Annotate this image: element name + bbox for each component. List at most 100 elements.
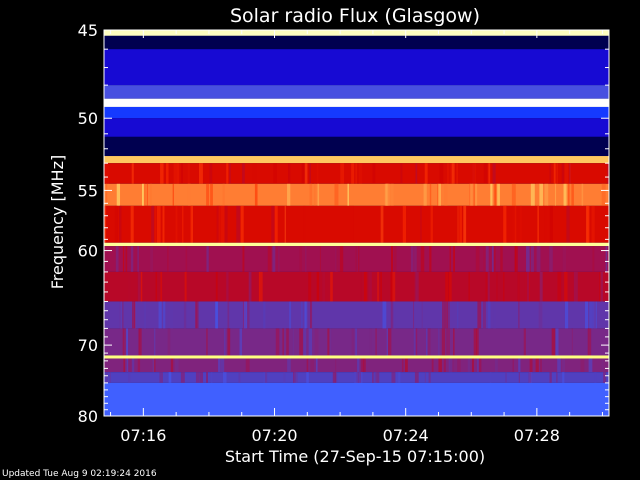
band-texture <box>437 183 440 206</box>
band-texture <box>607 163 609 184</box>
band-texture <box>556 372 558 383</box>
band-texture <box>426 328 428 356</box>
band-texture <box>581 183 584 206</box>
band-texture <box>390 301 394 329</box>
band-texture <box>549 246 553 272</box>
y-tick-label: 60 <box>78 242 98 261</box>
band-texture <box>424 372 426 383</box>
band-texture <box>391 246 393 272</box>
band-texture <box>185 246 188 272</box>
band-texture <box>553 163 558 184</box>
y-axis-label: Frequency [MHz] <box>48 155 67 289</box>
band-texture <box>505 372 507 383</box>
band-texture <box>420 205 422 243</box>
band-fill <box>104 156 609 164</box>
x-tick-label: 07:28 <box>514 426 560 445</box>
band-texture <box>535 183 540 206</box>
band-texture <box>122 328 127 356</box>
spectrogram-band <box>104 118 609 137</box>
band-texture <box>445 271 449 302</box>
band-texture <box>544 183 549 206</box>
band-texture <box>555 163 557 184</box>
band-texture <box>395 372 398 383</box>
band-texture <box>410 246 414 272</box>
band-texture <box>104 301 106 329</box>
band-texture <box>488 163 491 184</box>
band-fill <box>104 183 609 206</box>
band-texture <box>491 246 494 272</box>
band-texture <box>493 246 496 272</box>
band-texture <box>210 183 213 206</box>
band-texture <box>475 246 480 272</box>
band-texture <box>133 301 136 329</box>
band-texture <box>227 301 230 329</box>
band-texture <box>359 372 362 383</box>
band-texture <box>236 205 241 243</box>
band-texture <box>449 163 453 184</box>
band-texture <box>500 246 503 272</box>
band-texture <box>123 358 125 373</box>
band-texture <box>404 358 408 373</box>
band-texture <box>160 271 163 302</box>
band-texture <box>551 328 556 356</box>
band-texture <box>392 301 396 329</box>
band-texture <box>384 183 388 206</box>
band-texture <box>137 358 141 373</box>
band-texture <box>292 328 294 356</box>
band-texture <box>514 246 517 272</box>
band-texture <box>220 358 225 373</box>
band-texture <box>314 183 316 206</box>
band-texture <box>105 163 110 184</box>
band-texture <box>267 246 272 272</box>
band-texture <box>119 205 122 243</box>
band-texture <box>458 205 462 243</box>
spectrogram-band <box>104 301 609 329</box>
band-texture <box>224 328 226 356</box>
band-texture <box>168 372 172 383</box>
band-texture <box>571 183 574 206</box>
band-texture <box>211 372 213 383</box>
band-texture <box>327 328 330 356</box>
band-texture <box>105 372 108 383</box>
band-texture <box>591 205 595 243</box>
band-texture <box>187 183 191 206</box>
band-texture <box>451 163 455 184</box>
band-texture <box>503 205 507 243</box>
band-texture <box>413 328 416 356</box>
band-texture <box>138 328 142 356</box>
band-texture <box>273 163 277 184</box>
y-tick-label: 55 <box>78 181 98 200</box>
band-texture <box>131 163 134 184</box>
band-texture <box>306 372 309 383</box>
band-texture <box>215 271 218 302</box>
band-fill <box>104 35 609 50</box>
band-texture <box>375 372 380 383</box>
band-texture <box>258 271 260 302</box>
band-texture <box>120 301 122 329</box>
band-texture <box>377 271 379 302</box>
band-texture <box>339 246 344 272</box>
axis-ticks: 45 50 55 60 70 80 07:16 07:20 07:24 07:28 <box>78 21 609 445</box>
band-texture <box>380 271 382 302</box>
band-texture <box>457 358 461 373</box>
band-texture <box>199 372 204 383</box>
band-texture <box>586 205 588 243</box>
band-texture <box>176 163 180 184</box>
band-texture <box>223 372 227 383</box>
band-texture <box>329 328 332 356</box>
band-texture <box>587 205 589 243</box>
band-texture <box>448 358 453 373</box>
band-texture <box>485 246 489 272</box>
band-texture <box>140 271 143 302</box>
band-texture <box>429 246 432 272</box>
band-texture <box>562 246 567 272</box>
band-texture <box>472 163 476 184</box>
spectrogram-band <box>104 136 609 157</box>
band-texture <box>224 205 228 243</box>
band-texture <box>538 301 543 329</box>
y-tick-label: 70 <box>78 336 98 355</box>
band-texture <box>517 271 520 302</box>
band-texture <box>305 246 307 272</box>
band-texture <box>424 163 428 184</box>
